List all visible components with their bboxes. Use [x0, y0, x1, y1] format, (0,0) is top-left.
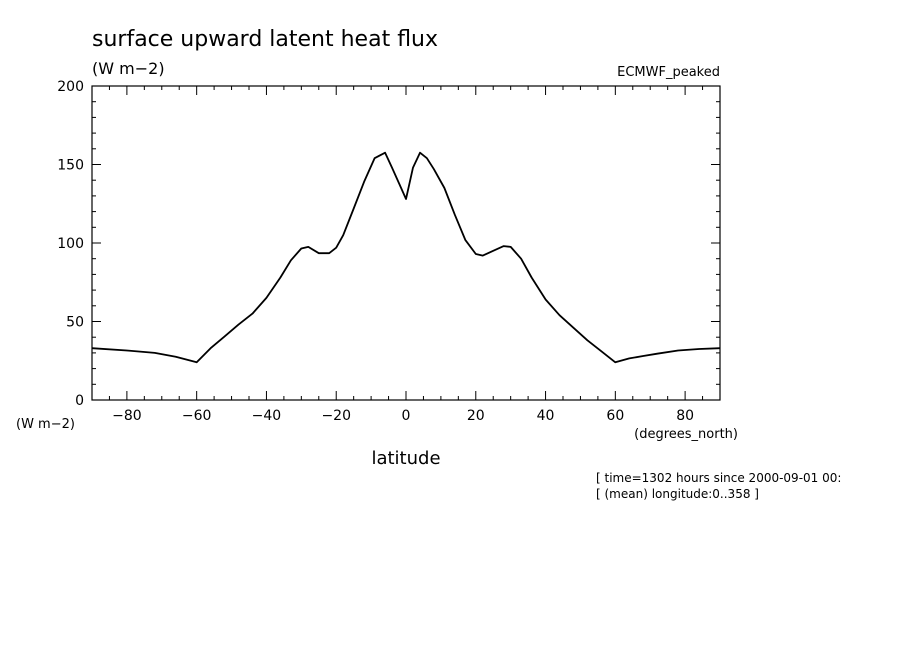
x-tick-label: 20: [467, 408, 485, 424]
y-axis-tick-labels: 0 50 100 150 200: [57, 79, 84, 409]
chart-title: surface upward latent heat flux: [92, 27, 438, 52]
x-tick-label: 0: [402, 408, 411, 424]
info-time-line: [ time=1302 hours since 2000-09-01 00:: [596, 471, 841, 485]
y-tick-label: 100: [57, 236, 84, 252]
y-tick-label: 0: [75, 393, 84, 409]
x-tick-label: −40: [252, 408, 282, 424]
x-axis-ticks: [91, 86, 721, 400]
source-label: ECMWF_peaked: [617, 65, 720, 80]
y-tick-label: 50: [66, 315, 84, 331]
x-tick-label: 40: [537, 408, 555, 424]
x-tick-label: −60: [182, 408, 212, 424]
y-axis-ticks: [92, 85, 720, 401]
x-tick-label: −20: [321, 408, 351, 424]
y-tick-label: 150: [57, 158, 84, 174]
x-axis-tick-labels: −80 −60 −40 −20 0 20 40 60 80: [112, 408, 694, 424]
series-line: [91, 151, 721, 364]
y-axis-units-label: (W m−2): [16, 417, 75, 432]
x-axis-units-label: (degrees_north): [634, 427, 738, 442]
y-tick-label: 200: [57, 79, 84, 95]
info-longitude-line: [ (mean) longitude:0..358 ]: [596, 487, 759, 501]
x-tick-label: −80: [112, 408, 142, 424]
x-tick-label: 60: [606, 408, 624, 424]
plot-frame: [91, 85, 721, 401]
x-axis-title: latitude: [371, 448, 440, 469]
units-label: (W m−2): [92, 59, 165, 78]
x-tick-label: 80: [676, 408, 694, 424]
